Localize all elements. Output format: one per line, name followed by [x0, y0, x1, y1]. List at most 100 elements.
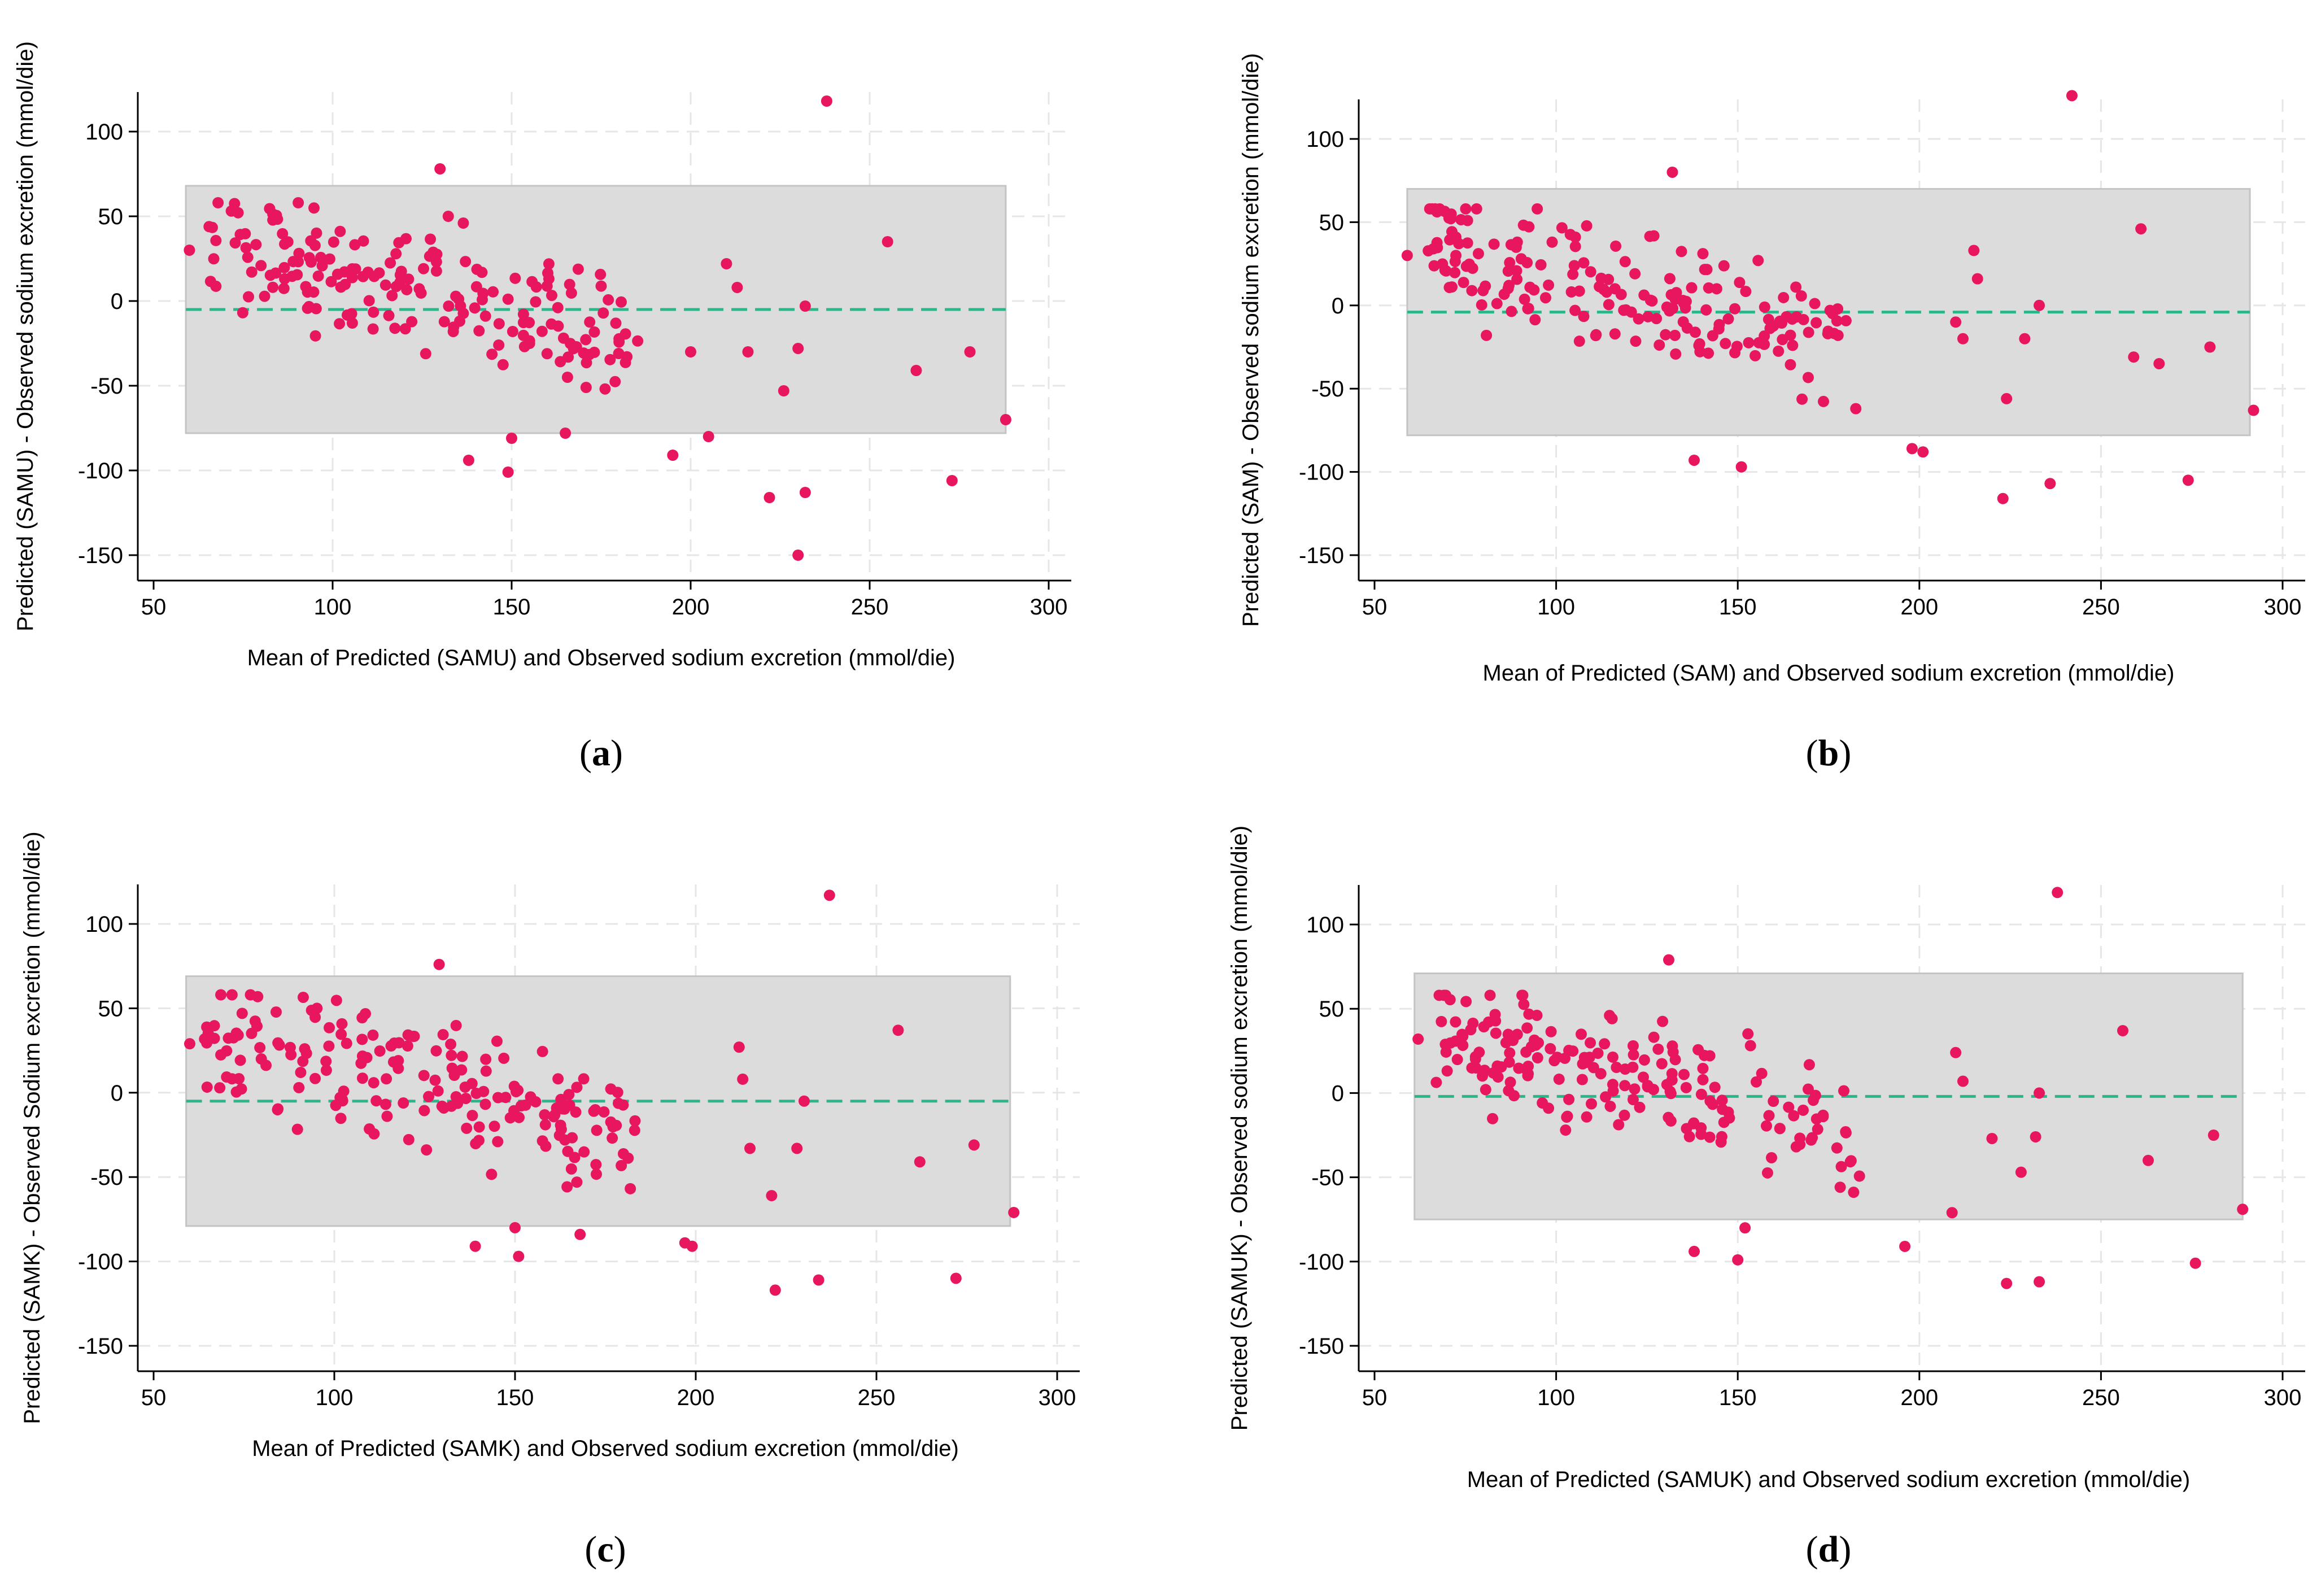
x-axis-title: Mean of Predicted (SAMK) and Observed so… [252, 1436, 959, 1461]
data-point [1436, 1015, 1447, 1027]
data-point [685, 346, 696, 357]
data-point [420, 348, 431, 360]
data-point [1946, 1207, 1958, 1219]
data-point [433, 958, 445, 970]
data-point [513, 1250, 525, 1262]
data-point [530, 281, 542, 293]
data-point [588, 346, 600, 358]
data-point [2019, 333, 2031, 345]
data-point [1740, 286, 1752, 298]
data-point [438, 316, 450, 328]
data-point [1759, 330, 1770, 342]
data-point [541, 348, 553, 360]
data-point [1752, 255, 1764, 267]
data-point [264, 203, 276, 215]
data-point [1433, 989, 1445, 1001]
data-point [507, 326, 518, 337]
data-point [546, 290, 558, 302]
data-point [324, 253, 335, 265]
data-point [1840, 315, 1852, 326]
data-point [1957, 333, 1969, 345]
data-point [1490, 1027, 1502, 1039]
data-point [367, 323, 379, 335]
y-tick-label: 100 [85, 120, 123, 145]
data-point [381, 1073, 392, 1085]
data-point [1628, 1049, 1639, 1061]
data-point [386, 290, 398, 302]
data-point [1450, 231, 1462, 243]
data-point [1707, 330, 1718, 342]
data-point [616, 1159, 627, 1171]
data-point [436, 1100, 448, 1112]
data-point [1569, 304, 1581, 316]
data-point [1663, 954, 1674, 966]
chart-panel-d: 50 100 150 200 250 300 -150 -100 -50 0 50 100 Mean o… [1227, 826, 2305, 1570]
data-point [1697, 1062, 1709, 1074]
y-tick-label: 100 [85, 912, 123, 937]
data-point [1700, 304, 1712, 316]
data-point [316, 260, 328, 272]
data-point [491, 1035, 503, 1047]
data-point [270, 1006, 282, 1018]
chart-panel-a: 50 100 150 200 250 300 -150 -100 -50 0 50 100 Mean o… [13, 41, 1071, 774]
data-point [1590, 330, 1602, 342]
data-point [1487, 1067, 1499, 1079]
data-point [1763, 1110, 1775, 1122]
data-point [236, 1008, 248, 1019]
data-point [390, 248, 402, 260]
data-point [2034, 1087, 2045, 1099]
data-point [1502, 265, 1514, 277]
data-point [430, 1045, 442, 1057]
data-point [1630, 335, 1642, 347]
data-point [1460, 260, 1472, 272]
data-point [613, 336, 625, 348]
data-point [278, 282, 290, 294]
y-tick-label: -150 [1299, 543, 1344, 568]
data-point [1986, 1132, 1998, 1144]
x-axis-title: Mean of Predicted (SAMU) and Observed so… [247, 646, 956, 670]
data-point [603, 294, 614, 306]
data-point [613, 1097, 625, 1109]
data-point [323, 1040, 335, 1052]
y-tick-label: -50 [90, 374, 123, 399]
data-point [460, 256, 472, 268]
data-point [1761, 1120, 1773, 1132]
data-point [766, 1190, 778, 1202]
data-point [479, 1098, 491, 1110]
data-point [565, 287, 577, 299]
data-point [1607, 1051, 1618, 1063]
data-point [300, 281, 312, 293]
data-point [1686, 282, 1698, 294]
data-point [523, 338, 535, 349]
data-point [267, 281, 279, 293]
data-point [434, 163, 446, 175]
data-point [799, 487, 811, 498]
data-point [1506, 306, 1517, 317]
data-point [1517, 989, 1529, 1001]
data-point [599, 383, 611, 395]
data-point [1472, 248, 1484, 260]
data-point [463, 455, 474, 466]
data-point [508, 1080, 520, 1092]
data-point [449, 1068, 461, 1080]
data-point [460, 1092, 472, 1104]
data-point [892, 1024, 904, 1036]
data-point [260, 1059, 272, 1071]
data-point [1709, 1082, 1721, 1093]
data-point [551, 1102, 562, 1114]
data-point [1742, 1028, 1754, 1040]
data-point [1971, 273, 1983, 285]
data-point [1652, 1043, 1664, 1055]
data-point [203, 221, 215, 233]
data-point [1511, 273, 1523, 285]
y-tick-label: 50 [98, 204, 124, 229]
y-tick-label: -100 [78, 459, 123, 483]
data-point [1834, 1181, 1846, 1193]
data-point [246, 1027, 258, 1039]
data-point [1619, 1080, 1631, 1092]
data-point [1449, 267, 1461, 278]
data-point [264, 269, 276, 281]
data-point [1751, 1076, 1762, 1088]
data-point [610, 317, 622, 329]
x-tick-label: 150 [493, 595, 531, 620]
